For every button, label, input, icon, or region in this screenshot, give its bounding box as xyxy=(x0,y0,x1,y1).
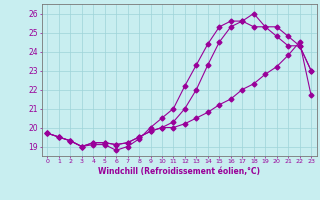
X-axis label: Windchill (Refroidissement éolien,°C): Windchill (Refroidissement éolien,°C) xyxy=(98,167,260,176)
